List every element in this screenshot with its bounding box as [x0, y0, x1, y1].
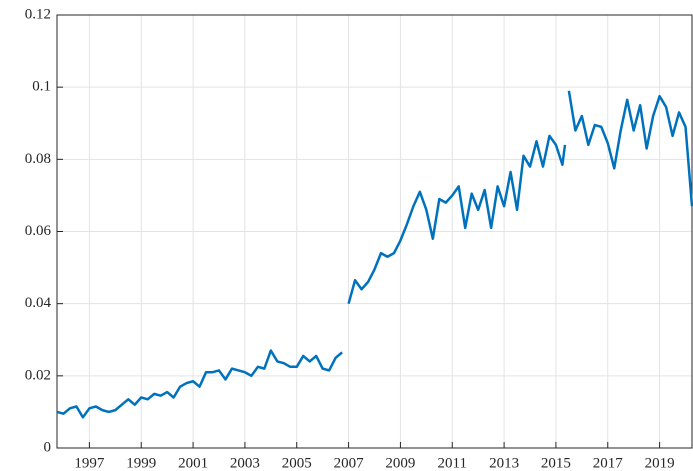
x-tick-label: 2013 [489, 455, 519, 471]
y-tick-label: 0.12 [25, 6, 51, 22]
y-tick-label: 0.1 [32, 79, 51, 95]
x-tick-label: 2001 [178, 455, 208, 471]
x-tick-label: 2019 [645, 455, 675, 471]
x-tick-label: 2005 [282, 455, 312, 471]
x-tick-label: 2007 [334, 455, 365, 471]
y-tick-label: 0.04 [25, 295, 52, 311]
y-tick-label: 0.06 [25, 223, 52, 239]
x-tick-label: 2003 [230, 455, 260, 471]
y-tick-label: 0.08 [25, 151, 51, 167]
plot-frame [56, 14, 693, 449]
x-tick-label: 1999 [126, 455, 156, 471]
y-tick-label: 0.02 [25, 367, 51, 383]
x-tick-label: 2015 [541, 455, 571, 471]
y-tick-label: 0 [44, 439, 52, 455]
x-tick-label: 2017 [593, 455, 624, 471]
x-tick-label: 2011 [438, 455, 467, 471]
data-line [56, 90, 693, 419]
x-tick-label: 1997 [74, 455, 105, 471]
x-tick-label: 2009 [385, 455, 415, 471]
